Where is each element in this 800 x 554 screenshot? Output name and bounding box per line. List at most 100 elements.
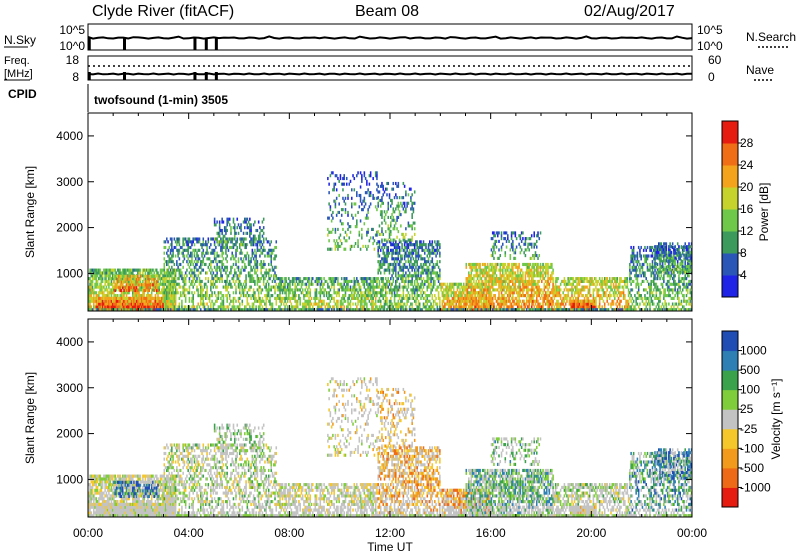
power-cell (369, 288, 372, 292)
power-cell (427, 265, 430, 269)
power-cell (140, 283, 143, 287)
power-cell (191, 282, 193, 286)
power-cell (447, 299, 450, 303)
power-cell (525, 285, 528, 289)
power-cell (304, 277, 306, 281)
power-cell (397, 262, 400, 267)
power-cell (278, 296, 280, 300)
power-cell (437, 291, 440, 295)
power-cell (348, 225, 351, 229)
power-cell (528, 288, 530, 292)
power-cell (484, 299, 486, 303)
power-cell (391, 187, 393, 191)
power-cell (193, 237, 196, 241)
power-cell (260, 260, 262, 264)
power-cell (333, 182, 335, 186)
power-cell (221, 240, 223, 244)
power-cell (500, 296, 503, 300)
power-cell (160, 268, 163, 272)
power-cell (201, 268, 203, 272)
power-cell (510, 274, 513, 278)
power-cell (446, 296, 449, 300)
power-cell (416, 274, 418, 278)
power-cell (216, 285, 218, 289)
power-cell (499, 274, 502, 278)
power-cell (420, 277, 422, 281)
power-cell (462, 302, 465, 306)
power-cell (186, 254, 188, 258)
power-cell (478, 285, 480, 289)
power-cell (320, 302, 323, 306)
power-cell (181, 251, 183, 255)
power-cell (269, 296, 271, 300)
power-cell (259, 248, 261, 252)
power-cell (373, 196, 376, 200)
power-cell (381, 265, 383, 269)
power-cell (402, 262, 405, 267)
power-cell (230, 299, 232, 303)
power-cell (128, 305, 130, 309)
power-cell (509, 271, 512, 275)
power-cell (163, 308, 166, 312)
power-cell (90, 288, 93, 292)
power-cell (415, 299, 417, 303)
power-cell (505, 279, 508, 284)
power-cell (216, 240, 218, 244)
power-cell (220, 291, 222, 295)
power-cell (167, 296, 169, 300)
power-cell (515, 288, 518, 292)
power-cell (89, 294, 91, 298)
power-cell (423, 296, 426, 300)
power-cell (379, 265, 382, 269)
power-cell (323, 282, 325, 286)
power-cell (369, 171, 372, 175)
power-cell (309, 305, 312, 309)
power-cell (171, 302, 173, 306)
power-cell (177, 265, 179, 269)
power-cell (402, 294, 405, 298)
power-cell (416, 251, 418, 255)
power-cell (196, 305, 198, 309)
power-cell (216, 265, 218, 269)
power-cell (403, 210, 406, 214)
power-cell (295, 305, 298, 309)
power-cell (507, 285, 509, 289)
power-cell (363, 302, 366, 306)
power-cell (431, 285, 434, 289)
power-cell (416, 243, 418, 247)
power-cell (244, 279, 246, 284)
power-cell (306, 279, 309, 284)
power-cell (202, 305, 205, 309)
power-cell (239, 285, 241, 289)
power-cell (267, 291, 270, 295)
power-cell (392, 207, 395, 211)
power-cell (271, 294, 274, 298)
power-cell (133, 277, 135, 281)
power-cell (152, 305, 154, 309)
power-cell (393, 268, 396, 272)
power-cell (293, 296, 295, 300)
power-cell (405, 245, 407, 250)
power-cell (182, 288, 184, 292)
power-cell (153, 305, 155, 309)
power-cell (152, 283, 154, 287)
power-cell (99, 296, 101, 300)
power-cell (192, 237, 194, 241)
power-cell (218, 260, 221, 264)
power-cell (260, 302, 262, 306)
power-cell (222, 294, 225, 298)
power-cell (335, 299, 338, 303)
power-cell (230, 268, 232, 272)
power-cell (166, 262, 168, 267)
power-cell (211, 274, 213, 278)
power-cell (378, 260, 381, 264)
power-cell (215, 294, 217, 298)
power-cell (402, 271, 405, 275)
power-cell (289, 296, 291, 300)
power-cell (334, 230, 337, 234)
power-cell (337, 244, 339, 248)
power-cell (400, 305, 402, 309)
power-cell (500, 305, 503, 309)
power-cell (235, 271, 237, 275)
power-cell (235, 231, 237, 235)
